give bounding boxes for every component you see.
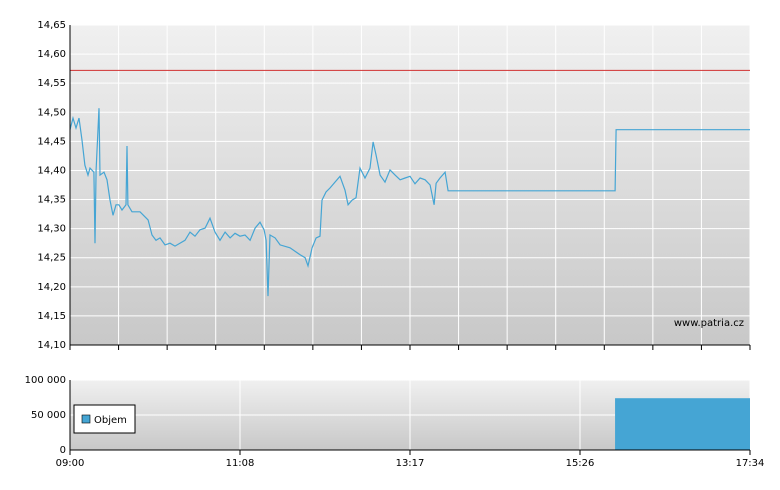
x-tick-label: 17:34 xyxy=(736,458,765,469)
y-tick-label: 14,20 xyxy=(37,282,66,293)
x-tick-label: 15:26 xyxy=(566,458,595,469)
y-tick-label: 14,40 xyxy=(37,165,66,176)
y-tick-label: 14,55 xyxy=(37,78,66,89)
y-tick-label: 50 000 xyxy=(31,410,66,421)
y-tick-label: 14,60 xyxy=(37,49,66,60)
volume-bar xyxy=(615,398,750,450)
y-tick-label: 14,15 xyxy=(37,311,66,322)
y-tick-label: 100 000 xyxy=(25,375,66,386)
x-tick-label: 09:00 xyxy=(56,458,85,469)
legend-label: Objem xyxy=(94,415,127,426)
price-line xyxy=(69,108,750,297)
y-tick-label: 14,10 xyxy=(37,340,66,351)
x-tick-label: 13:17 xyxy=(396,458,425,469)
y-tick-label: 14,35 xyxy=(37,195,66,206)
legend-swatch xyxy=(81,414,91,424)
x-tick-label: 11:08 xyxy=(226,458,255,469)
y-tick-label: 14,50 xyxy=(37,107,66,118)
y-tick-label: 0 xyxy=(60,445,66,456)
y-tick-label: 14,25 xyxy=(37,253,66,264)
y-tick-label: 14,30 xyxy=(37,224,66,235)
y-tick-label: 14,65 xyxy=(37,20,66,31)
watermark: www.patria.cz xyxy=(674,318,744,329)
y-tick-label: 14,45 xyxy=(37,136,66,147)
